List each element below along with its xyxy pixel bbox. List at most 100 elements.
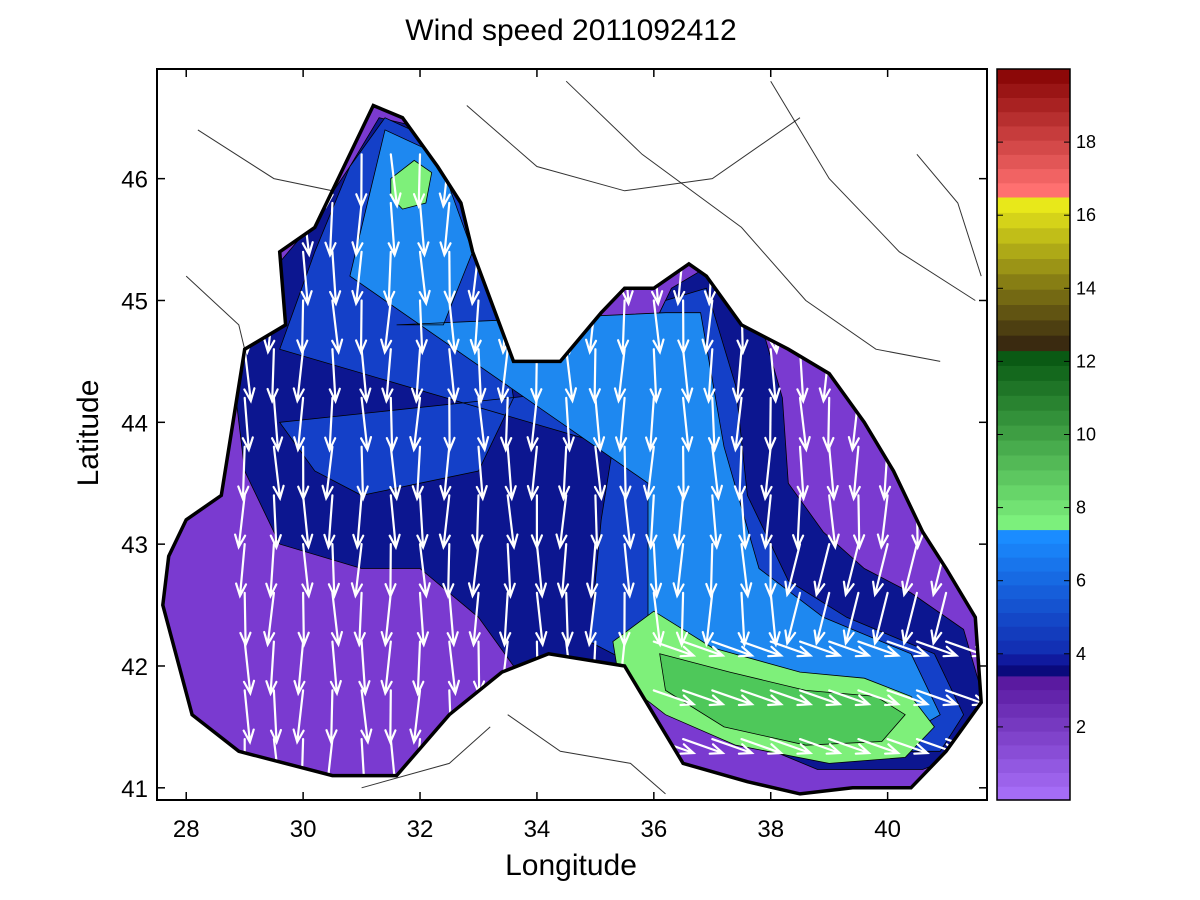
- wind-arrow: [417, 201, 430, 258]
- wind-arrow: [327, 543, 340, 599]
- wind-arrow: [784, 591, 802, 647]
- wind-arrow: [272, 445, 285, 502]
- x-tick-label: 28: [173, 816, 200, 843]
- wind-arrow: [557, 543, 570, 599]
- colorbar-swatch: [997, 154, 1070, 170]
- wind-arrow: [236, 153, 249, 210]
- wind-arrow: [593, 445, 606, 502]
- wind-arrow: [409, 396, 422, 453]
- colorbar-tick-label: 16: [1076, 205, 1096, 225]
- wind-arrow: [527, 153, 540, 209]
- wind-arrow: [937, 299, 950, 356]
- wind-arrow: [558, 250, 571, 307]
- wind-arrow: [384, 689, 397, 746]
- wind-arrow: [769, 689, 814, 707]
- wind-arrow: [590, 494, 603, 551]
- colorbar-swatch: [997, 584, 1070, 600]
- colorbar-swatch: [997, 83, 1070, 98]
- wind-arrow: [243, 348, 256, 404]
- wind-arrow: [235, 543, 248, 599]
- wind-arrow: [469, 299, 482, 356]
- wind-arrow: [652, 299, 665, 355]
- wind-arrow: [526, 445, 539, 502]
- wind-arrow: [292, 348, 305, 404]
- wind-arrow: [418, 250, 431, 307]
- wind-arrow: [298, 153, 311, 210]
- wind-arrow: [503, 543, 516, 599]
- wind-arrow: [589, 201, 602, 258]
- colorbar-swatch: [997, 612, 1070, 627]
- wind-arrow: [677, 445, 690, 502]
- wind-arrow: [682, 640, 726, 658]
- wind-arrow: [613, 348, 627, 404]
- wind-arrow: [380, 591, 393, 648]
- wind-arrow: [877, 201, 890, 258]
- wind-arrow: [476, 689, 489, 745]
- wind-arrow: [477, 396, 490, 453]
- x-tick-label: 40: [874, 816, 901, 843]
- colorbar-swatch: [997, 772, 1070, 787]
- map-area: [161, 80, 983, 796]
- wind-arrow: [853, 494, 866, 551]
- wind-arrow: [884, 299, 897, 356]
- wind-arrow: [497, 348, 510, 404]
- wind-arrow: [241, 396, 254, 453]
- wind-arrow: [764, 396, 777, 453]
- wind-arrow: [233, 201, 246, 258]
- wind-arrow: [242, 689, 255, 745]
- wind-arrow: [355, 153, 368, 210]
- wind-arrow: [468, 591, 481, 648]
- colorbar-swatch: [997, 304, 1070, 321]
- wind-arrow: [592, 689, 605, 746]
- wind-arrow: [792, 494, 805, 551]
- colorbar-swatch: [997, 653, 1070, 666]
- colorbar-swatch: [997, 484, 1070, 501]
- colorbar-tick-label: 6: [1076, 571, 1086, 591]
- x-tick-label: 30: [290, 816, 317, 843]
- wind-arrow: [828, 689, 872, 707]
- colorbar-swatch: [997, 689, 1070, 704]
- land-contour-line: [565, 80, 941, 362]
- wind-arrow: [297, 591, 310, 648]
- wind-arrow: [416, 591, 429, 648]
- wind-arrow: [503, 738, 516, 794]
- wind-arrow: [585, 250, 598, 307]
- wind-arrow: [447, 640, 460, 697]
- colorbar-swatch: [997, 196, 1070, 213]
- wind-arrow: [784, 543, 802, 598]
- wind-arrow: [623, 201, 636, 258]
- colorbar-swatch: [997, 335, 1070, 352]
- wind-arrow: [619, 445, 632, 502]
- colorbar-swatch: [997, 410, 1070, 426]
- x-axis-label: Longitude: [505, 849, 637, 882]
- wind-arrow: [500, 396, 513, 453]
- y-axis-ticks: 41 42 43 44 45 46: [121, 167, 987, 803]
- colorbar-swatch: [997, 758, 1070, 773]
- colorbar-ticks: 2 4 6 8 10 12 14 16 18: [997, 132, 1096, 737]
- wind-arrow: [857, 689, 901, 707]
- colorbar-swatch: [997, 243, 1070, 259]
- wind-arrow: [761, 201, 774, 258]
- land-contour-line: [770, 80, 976, 301]
- wind-arrow: [768, 591, 781, 648]
- wind-arrow: [942, 153, 955, 210]
- wind-arrow: [942, 250, 955, 307]
- wind-arrow: [499, 591, 512, 648]
- wind-arrow: [930, 591, 948, 647]
- colorbar-swatch: [997, 273, 1070, 290]
- colorbar-swatch: [997, 350, 1070, 366]
- wind-arrow: [649, 348, 662, 405]
- wind-arrow: [561, 591, 574, 648]
- wind-arrow: [886, 348, 899, 404]
- colorbar-swatch: [997, 703, 1070, 718]
- wind-arrow: [872, 591, 889, 647]
- wind-arrow: [676, 153, 689, 210]
- y-tick-label: 41: [121, 776, 148, 803]
- wind-arrow: [234, 494, 247, 550]
- land-contour-line: [361, 726, 491, 789]
- wind-arrow: [764, 543, 777, 599]
- colorbar-swatch: [997, 182, 1070, 198]
- wind-arrow: [506, 201, 519, 258]
- wind-arrow: [239, 591, 252, 648]
- wind-arrow: [351, 201, 364, 258]
